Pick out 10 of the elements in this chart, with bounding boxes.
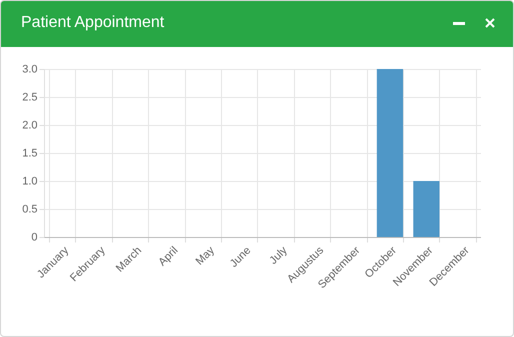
chart-title: Patient Appointment <box>21 14 164 32</box>
x-tick-label: May <box>194 244 218 268</box>
y-tick-label: 0 <box>31 232 38 244</box>
y-tick-label: 2.0 <box>22 120 38 132</box>
y-tick-label: 1.0 <box>22 176 38 188</box>
y-tick-label: 2.5 <box>22 92 38 104</box>
x-tick-label: July <box>267 244 290 267</box>
y-tick-label: 1.5 <box>22 148 38 160</box>
y-tick-label: 3.0 <box>22 64 38 76</box>
y-tick-label: 0.5 <box>22 204 38 216</box>
